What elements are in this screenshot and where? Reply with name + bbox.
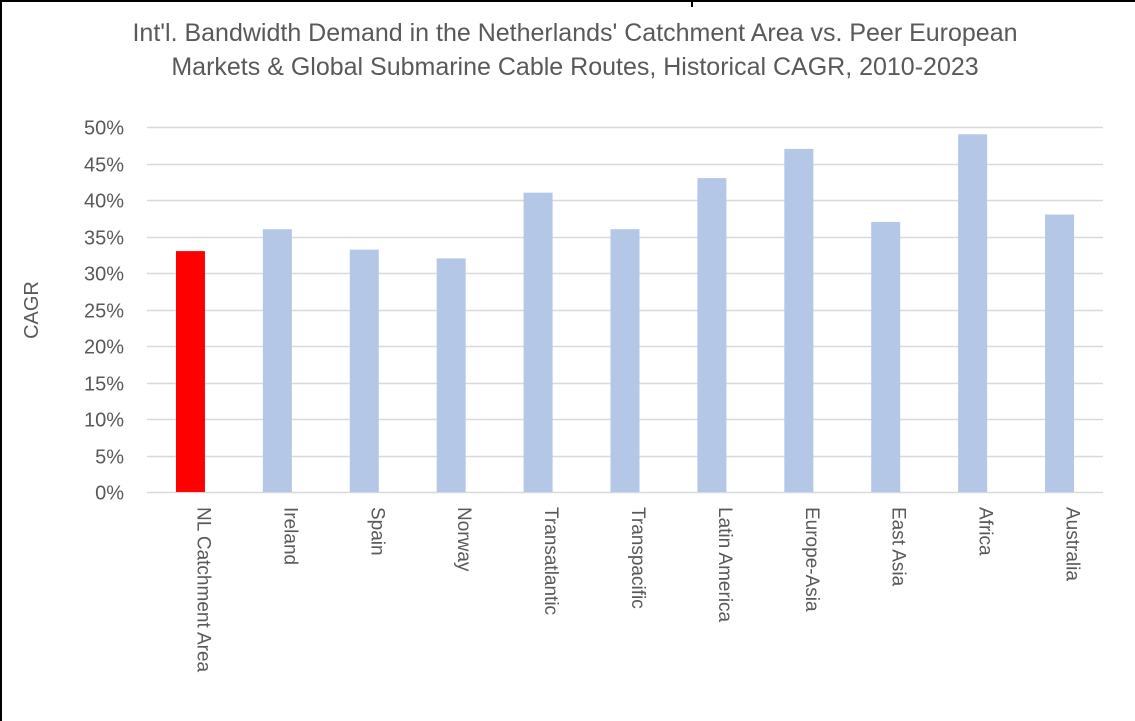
y-tick-label: 0%	[95, 483, 124, 505]
y-tick-label: 40%	[84, 191, 124, 213]
y-tick-label: 35%	[84, 228, 124, 250]
x-tick-label: Ireland	[279, 507, 300, 565]
x-tick-labels: NL Catchment Area Ireland Spain Norway Trans…	[192, 507, 1082, 673]
bar-spain	[349, 249, 379, 492]
bar-east-asia	[871, 221, 901, 492]
y-tick-label: 15%	[84, 374, 124, 396]
bar-nl-catchment-area	[175, 251, 205, 492]
bar-norway	[436, 258, 466, 492]
y-tick-label: 20%	[84, 337, 124, 359]
bar-transpacific	[610, 229, 640, 492]
x-tick-label: Australia	[1062, 507, 1083, 581]
y-axis-label: CAGR	[21, 281, 43, 339]
y-tick-label: 5%	[95, 447, 124, 469]
y-tick-label: 25%	[84, 301, 124, 323]
x-tick-label: NL Catchment Area	[192, 507, 213, 673]
x-tick-label: Transatlantic	[540, 507, 561, 615]
chart-title: Int'l. Bandwidth Demand in the Netherlan…	[132, 19, 1018, 81]
y-tick-label: 50%	[84, 118, 124, 140]
x-tick-label: Europe-Asia	[801, 507, 822, 612]
bar-africa	[958, 134, 988, 493]
x-tick-label: East Asia	[888, 507, 909, 587]
frame-border-left	[0, 0, 2, 721]
x-tick-label: Latin America	[714, 507, 735, 623]
bar-australia	[1045, 214, 1075, 492]
bar-latin-america	[697, 178, 727, 492]
y-tick-label: 30%	[84, 264, 124, 286]
bar-transatlantic	[523, 192, 553, 492]
x-tick-label: Africa	[975, 507, 996, 556]
x-tick-label: Spain	[366, 507, 387, 556]
x-tick-label: Norway	[453, 507, 474, 572]
x-tick-label: Transpacific	[627, 507, 648, 609]
y-tick-labels: 0% 5% 10% 15% 20% 25% 30% 35% 40% 45% 50%	[84, 118, 124, 505]
frame-border-tick	[691, 0, 693, 7]
y-tick-label: 10%	[84, 410, 124, 432]
frame-border-top	[0, 0, 1135, 2]
bar-ireland	[262, 229, 292, 492]
bar-europe-asia	[784, 148, 814, 492]
bars	[175, 134, 1075, 493]
y-tick-label: 45%	[84, 155, 124, 177]
